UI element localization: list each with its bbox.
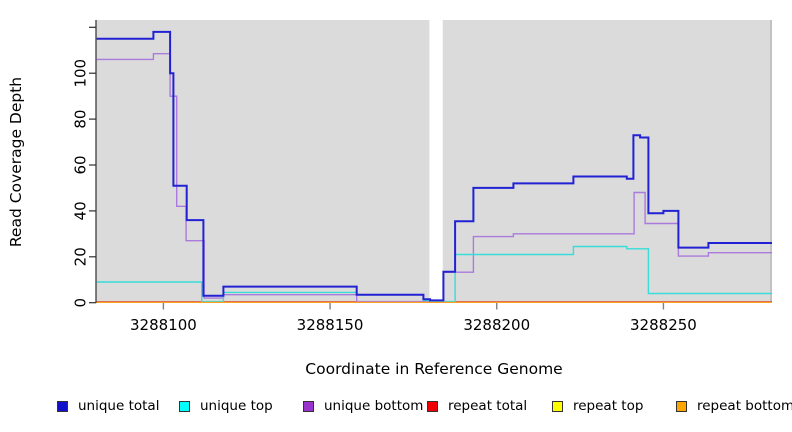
masked-coordinate-band	[429, 20, 443, 303]
x-axis-tick-label: 3288250	[630, 316, 697, 334]
x-axis-tick-label: 3288100	[130, 316, 197, 334]
y-axis-tick-label: 100	[72, 59, 90, 88]
y-axis-title: Read Coverage Depth	[7, 76, 25, 248]
plot-panel-right-edge	[770, 20, 772, 303]
series-line-unique-total	[96, 30, 772, 302]
x-axis-tick-label: 3288150	[297, 316, 364, 334]
x-axis-title: Coordinate in Reference Genome	[305, 360, 563, 378]
series-group	[96, 30, 772, 303]
y-axis-tick-label: 80	[72, 110, 90, 129]
series-line-unique-bottom	[96, 53, 772, 303]
y-axis-tick-label: 0	[72, 298, 90, 308]
y-axis-tick-label: 40	[72, 201, 90, 220]
y-axis-tick-label: 20	[72, 247, 90, 266]
x-axis-tick-label: 3288200	[463, 316, 530, 334]
y-axis-tick-label: 60	[72, 155, 90, 174]
